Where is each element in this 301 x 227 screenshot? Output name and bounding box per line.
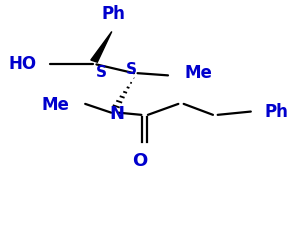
Text: N: N xyxy=(110,105,125,123)
Text: Me: Me xyxy=(41,96,69,114)
Text: S: S xyxy=(126,62,137,77)
Text: Ph: Ph xyxy=(101,5,125,23)
Text: S: S xyxy=(96,64,107,80)
Polygon shape xyxy=(91,32,112,62)
Text: Ph: Ph xyxy=(264,103,288,121)
Text: O: O xyxy=(132,152,147,170)
Text: Me: Me xyxy=(184,64,212,82)
Text: HO: HO xyxy=(8,55,36,73)
